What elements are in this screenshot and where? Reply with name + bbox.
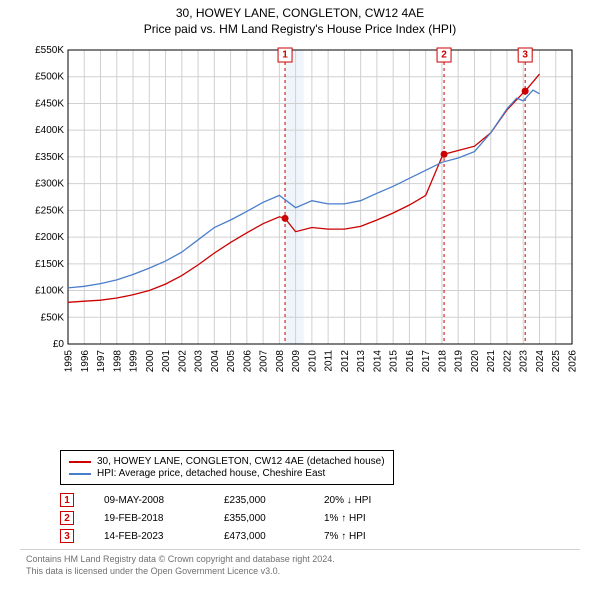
event-diff: 7% ↑ HPI: [324, 531, 414, 542]
event-row: 2 19-FEB-2018 £355,000 1% ↑ HPI: [60, 511, 580, 525]
svg-text:2002: 2002: [177, 350, 188, 373]
event-date: 14-FEB-2023: [104, 531, 194, 542]
price-chart: £0 £50K £100K £150K £200K £250K £300K £350K £400…: [20, 42, 580, 402]
svg-text:2023: 2023: [519, 350, 530, 373]
svg-text:2001: 2001: [161, 350, 172, 373]
svg-text:2010: 2010: [307, 350, 318, 373]
svg-text:2015: 2015: [389, 350, 400, 373]
event-badge: 2: [60, 511, 74, 525]
event-diff: 20% ↓ HPI: [324, 495, 414, 506]
svg-text:£100K: £100K: [35, 286, 64, 297]
svg-text:2007: 2007: [259, 350, 270, 373]
svg-text:2005: 2005: [226, 350, 237, 373]
svg-text:1999: 1999: [129, 350, 140, 373]
legend-label: HPI: Average price, detached house, Ches…: [97, 468, 325, 479]
svg-text:2025: 2025: [551, 350, 562, 373]
svg-text:£0: £0: [53, 339, 65, 350]
event-row: 3 14-FEB-2023 £473,000 7% ↑ HPI: [60, 529, 580, 543]
svg-text:1: 1: [282, 50, 288, 61]
chart-svg: £0 £50K £100K £150K £200K £250K £300K £350K £400…: [20, 42, 580, 402]
svg-text:2024: 2024: [535, 350, 546, 373]
svg-text:£250K: £250K: [35, 205, 64, 216]
footer-line-1: Contains HM Land Registry data © Crown c…: [26, 554, 574, 566]
svg-text:2: 2: [441, 50, 447, 61]
events-table: 1 09-MAY-2008 £235,000 20% ↓ HPI 2 19-FEB-201…: [60, 493, 580, 543]
legend-row: 30, HOWEY LANE, CONGLETON, CW12 4AE (det…: [69, 456, 385, 467]
event-row: 1 09-MAY-2008 £235,000 20% ↓ HPI: [60, 493, 580, 507]
legend-swatch: [69, 461, 91, 463]
svg-text:2004: 2004: [210, 350, 221, 373]
svg-text:2016: 2016: [405, 350, 416, 373]
svg-text:2003: 2003: [194, 350, 205, 373]
svg-text:£500K: £500K: [35, 72, 64, 83]
svg-text:2017: 2017: [421, 350, 432, 373]
svg-text:2019: 2019: [454, 350, 465, 373]
event-date: 09-MAY-2008: [104, 495, 194, 506]
svg-text:1996: 1996: [80, 350, 91, 373]
svg-text:£350K: £350K: [35, 152, 64, 163]
event-price: £473,000: [224, 531, 294, 542]
footer: Contains HM Land Registry data © Crown c…: [20, 549, 580, 577]
svg-text:2013: 2013: [356, 350, 367, 373]
svg-text:£450K: £450K: [35, 98, 64, 109]
event-badge: 3: [60, 529, 74, 543]
event-badge: 1: [60, 493, 74, 507]
svg-text:1995: 1995: [64, 350, 75, 373]
svg-text:£300K: £300K: [35, 179, 64, 190]
page-subtitle: Price paid vs. HM Land Registry's House …: [0, 22, 600, 36]
svg-text:£150K: £150K: [35, 259, 64, 270]
svg-text:2022: 2022: [502, 350, 513, 373]
page-title: 30, HOWEY LANE, CONGLETON, CW12 4AE: [0, 6, 600, 20]
legend-swatch: [69, 473, 91, 475]
svg-text:£200K: £200K: [35, 232, 64, 243]
svg-text:2014: 2014: [372, 350, 383, 373]
svg-text:1997: 1997: [96, 350, 107, 373]
svg-text:2021: 2021: [486, 350, 497, 373]
event-date: 19-FEB-2018: [104, 513, 194, 524]
svg-text:2012: 2012: [340, 350, 351, 373]
svg-text:2000: 2000: [145, 350, 156, 373]
svg-text:2008: 2008: [275, 350, 286, 373]
svg-text:2026: 2026: [568, 350, 579, 373]
footer-line-2: This data is licensed under the Open Gov…: [26, 566, 574, 578]
legend: 30, HOWEY LANE, CONGLETON, CW12 4AE (det…: [60, 450, 394, 485]
event-diff: 1% ↑ HPI: [324, 513, 414, 524]
svg-text:2011: 2011: [324, 350, 335, 372]
svg-text:£400K: £400K: [35, 125, 64, 136]
svg-text:2018: 2018: [437, 350, 448, 373]
legend-row: HPI: Average price, detached house, Ches…: [69, 468, 385, 479]
legend-label: 30, HOWEY LANE, CONGLETON, CW12 4AE (det…: [97, 456, 385, 467]
svg-text:£50K: £50K: [41, 312, 65, 323]
svg-text:£550K: £550K: [35, 45, 64, 56]
svg-text:3: 3: [522, 50, 528, 61]
svg-text:1998: 1998: [112, 350, 123, 373]
event-price: £235,000: [224, 495, 294, 506]
svg-text:2009: 2009: [291, 350, 302, 373]
svg-text:2020: 2020: [470, 350, 481, 373]
event-price: £355,000: [224, 513, 294, 524]
svg-text:2006: 2006: [242, 350, 253, 373]
